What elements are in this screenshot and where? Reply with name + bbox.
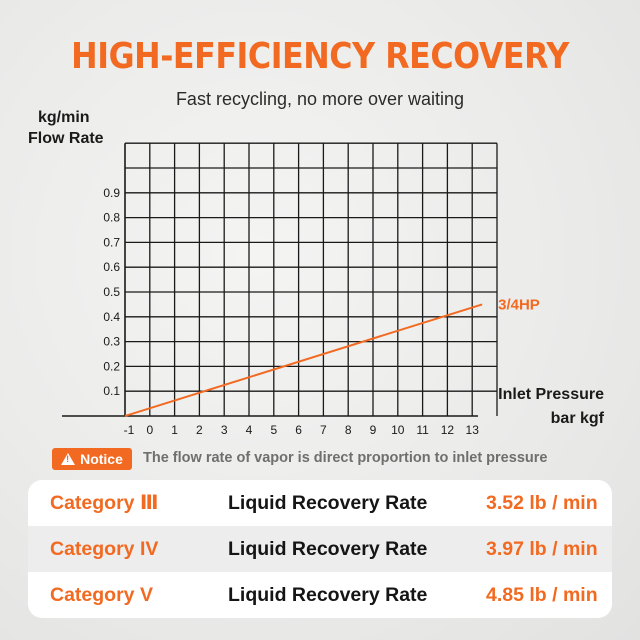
rate-value: 3.97 lb / min [486,537,598,560]
series-label: 3/4HP [498,296,540,313]
rate-label: Liquid Recovery Rate [228,583,428,606]
notice-badge: Notice [52,448,132,470]
series-line-3-4hp [124,303,483,417]
y-tick-label: 0.5 [103,285,120,299]
rate-label: Liquid Recovery Rate [228,537,428,560]
table-row: Category Ⅲ Liquid Recovery Rate 3.52 lb … [28,480,612,526]
x-tick-label: 5 [270,423,277,437]
x-tick-label: 1 [171,423,178,437]
x-axis-label: Inlet Pressure [498,386,604,403]
x-tick-label: 12 [441,423,455,437]
rate-value: 4.85 lb / min [486,583,598,606]
y-axis-unit: kg/min [38,109,90,126]
notice-text: The flow rate of vapor is direct proport… [143,450,548,466]
category-label: Category V [50,583,153,606]
y-tick-label: 0.2 [103,359,120,373]
x-tick-label: 6 [295,423,302,437]
rate-value: 3.52 lb / min [486,491,598,514]
y-tick-label: 0.3 [103,335,120,349]
y-tick-label: 0.1 [103,384,120,398]
notice-badge-label: Notice [80,451,123,467]
headline: HIGH-EFFICIENCY RECOVERY [71,36,569,77]
x-tick-label: 8 [345,423,352,437]
x-tick-label: 7 [320,423,327,437]
rate-label: Liquid Recovery Rate [228,491,428,514]
x-tick-label: 4 [246,423,253,437]
table-row: Category IV Liquid Recovery Rate 3.97 lb… [28,526,612,572]
y-axis-label: Flow Rate [28,130,104,147]
x-axis-unit: bar kgf [551,410,605,427]
subtitle: Fast recycling, no more over waiting [175,89,465,109]
x-tick-label: 13 [466,423,480,437]
y-tick-label: 0.8 [103,211,120,225]
warning-icon [61,453,76,465]
x-tick-label: -1 [124,423,135,437]
x-tick-label: 3 [221,423,228,437]
y-tick-label: 0.6 [103,260,120,274]
y-tick-label: 0.9 [103,186,120,200]
flow-rate-chart: 0.10.20.30.40.50.60.70.80.9-1 0 1 2 3 4 5 6 7 8 9 1… [62,142,605,437]
y-tick-label: 0.4 [103,310,120,324]
x-tick-label: 0 [146,423,153,437]
table-row: Category V Liquid Recovery Rate 4.85 lb … [28,572,612,618]
category-label: Category IV [50,537,159,560]
chart-grid [125,142,498,416]
y-tick-label: 0.7 [103,235,120,249]
x-tick-label: 10 [391,423,405,437]
x-tick-label: 2 [196,423,203,437]
x-tick-label: 11 [416,423,429,437]
x-tick-label: 9 [370,423,377,437]
recovery-rate-table: Category Ⅲ Liquid Recovery Rate 3.52 lb … [28,480,612,618]
category-label: Category Ⅲ [50,492,159,514]
